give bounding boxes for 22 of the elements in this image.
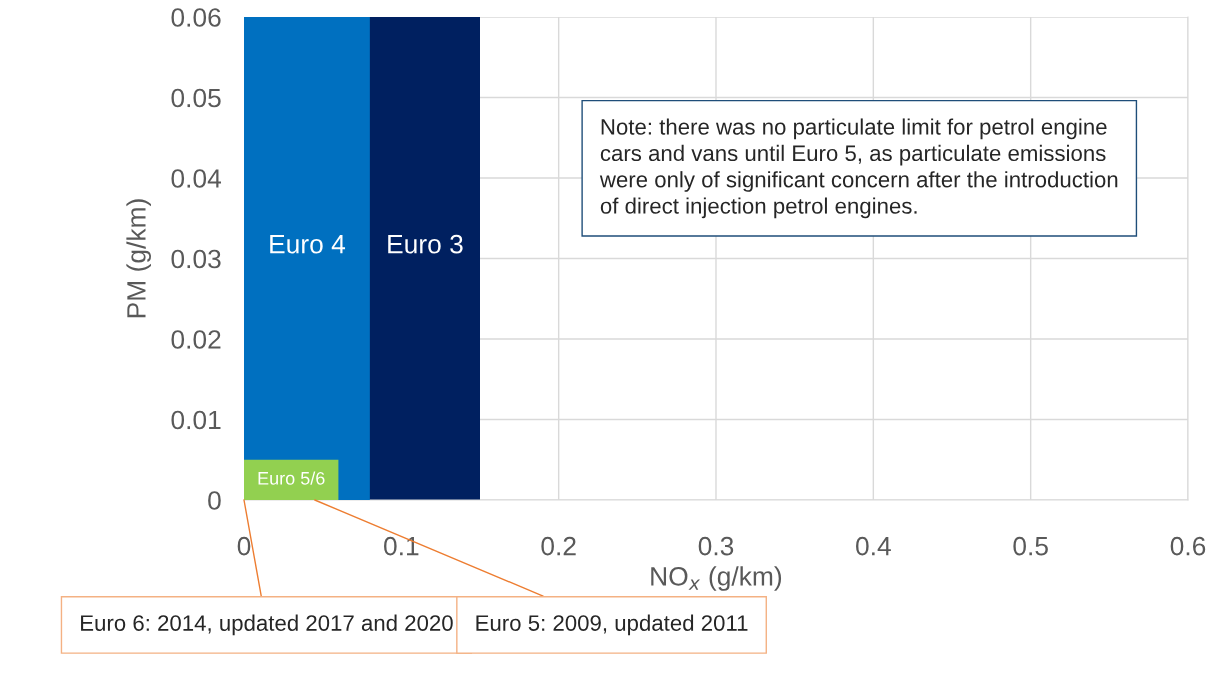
x-tick-label: 0.6 (1170, 536, 1206, 556)
x-tick-label: 0.3 (698, 536, 734, 556)
y-axis-title: PM (g/km) (126, 199, 151, 318)
annotation: Euro 6: 2014, updated 2017 and 2020 (81, 614, 453, 636)
y-tick-label: 0.04 (171, 169, 222, 188)
y-tick-label: 0 (208, 491, 221, 510)
x-axis-title: NO$_{x}$ (g/km) (651, 566, 782, 591)
y-tick-label: 0.06 (171, 8, 221, 27)
y-tick-label: 0.01 (171, 410, 221, 430)
x-tick-label: 0.1 (384, 536, 419, 556)
annotation: Euro 5: 2009, updated 2011 (476, 614, 748, 636)
annotation: Note: there was no particulate limit for petrol engine cars and vans until Euro 5, as particulate emissions were only of significant concern after the introduction of direct injection petrol engines. (599, 118, 1118, 219)
series-label: Euro 4 (270, 235, 346, 254)
x-tick-label: 0.4 (856, 536, 891, 556)
x-tick-label: 0.5 (1013, 536, 1048, 556)
y-tick-label: 0.02 (171, 330, 221, 349)
series-label: Euro 3 (388, 234, 463, 254)
y-tick-label: 0.03 (171, 249, 221, 269)
x-tick-label: 0 (237, 536, 251, 556)
series-label: Euro 5/6 (258, 471, 325, 485)
y-tick-label: 0.05 (171, 88, 221, 108)
x-tick-label: 0.2 (541, 536, 576, 556)
